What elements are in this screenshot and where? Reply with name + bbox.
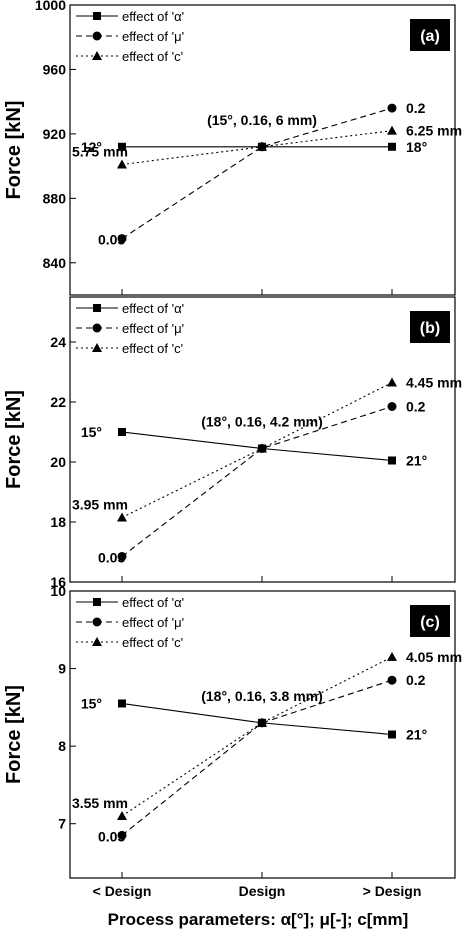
- legend-label: effect of 'α': [122, 595, 184, 610]
- data-point-square: [118, 142, 126, 151]
- legend-marker-circle: [92, 31, 102, 41]
- legend-label: effect of 'c': [122, 49, 183, 64]
- alpha-high-annotation: 21°: [406, 727, 427, 743]
- data-point-triangle: [387, 651, 397, 661]
- data-point-triangle: [257, 717, 267, 727]
- data-point-triangle: [117, 810, 127, 820]
- data-point-circle: [387, 402, 397, 411]
- legend-marker-circle: [92, 323, 102, 333]
- data-point-square: [118, 699, 126, 708]
- mu-low-annotation: 0.05: [98, 828, 125, 844]
- chart-panel-a: 840 880 920 960 1000 Force [kN] effect of 'α' e…: [3, 0, 462, 296]
- data-point-triangle: [117, 512, 127, 522]
- data-point-circle: [387, 675, 397, 685]
- legend-marker-circle: [92, 617, 102, 627]
- data-point-square: [388, 456, 396, 465]
- alpha-low-annotation: 15°: [81, 695, 102, 711]
- c-low-annotation: 3.95 mm: [72, 497, 128, 513]
- y-tick-label: 1000: [35, 0, 66, 13]
- y-tick-label: 20: [50, 454, 66, 470]
- chart-panel-b: 16 18 20 22 24 Force [kN] effect of 'α' effect …: [3, 296, 462, 590]
- y-tick-label: 16: [50, 574, 66, 590]
- legend-label: effect of 'α': [122, 301, 184, 316]
- legend-marker-triangle: [92, 343, 102, 352]
- data-point-triangle: [257, 141, 267, 151]
- legend-marker-square: [93, 12, 101, 20]
- design-point-annotation: (18°, 0.16, 3.8 mm): [201, 688, 323, 704]
- series-line-square: [121, 702, 393, 736]
- legend-label: effect of 'μ': [122, 321, 184, 336]
- panel-tag-box: [410, 311, 450, 343]
- y-axis-title: Force [kN]: [3, 685, 25, 784]
- legend-label: effect of 'c': [122, 341, 183, 356]
- series-line-circle: [121, 679, 393, 836]
- panel-tag-label: (b): [420, 320, 440, 337]
- series-line-triangle: [121, 382, 393, 518]
- mu-low-annotation: 0.05: [98, 232, 125, 248]
- x-category-label: > Design: [363, 883, 422, 899]
- data-point-triangle: [117, 159, 127, 169]
- legend-label: effect of 'μ': [122, 29, 184, 44]
- c-low-annotation: 5.75 mm: [72, 144, 128, 160]
- data-point-circle: [387, 103, 397, 113]
- legend-label: effect of 'α': [122, 9, 184, 24]
- data-point-triangle: [257, 443, 267, 453]
- series-line-square: [121, 431, 393, 462]
- panel-tag-label: (a): [420, 28, 440, 45]
- series-line-triangle: [121, 656, 393, 817]
- y-tick-label: 7: [58, 816, 66, 832]
- legend-label: effect of 'μ': [122, 615, 184, 630]
- alpha-low-annotation: 15°: [81, 424, 102, 440]
- legend-marker-square: [93, 304, 101, 312]
- data-point-circle: [117, 830, 127, 840]
- legend-marker-triangle: [92, 51, 102, 60]
- mu-high-annotation: 0.2: [406, 100, 426, 116]
- mu-low-annotation: 0.05: [98, 550, 125, 566]
- design-point-annotation: (18°, 0.16, 4.2 mm): [201, 414, 323, 430]
- y-tick-label: 8: [58, 738, 66, 754]
- x-category-label: Design: [239, 883, 286, 899]
- series-line-circle: [121, 107, 393, 240]
- data-point-triangle: [387, 377, 397, 387]
- y-axis-title: Force [kN]: [3, 101, 25, 200]
- alpha-low-annotation: 12°: [81, 139, 102, 155]
- mu-high-annotation: 0.2: [406, 399, 426, 415]
- chart-panel-c: 7 8 9 10 Force [kN] effect of 'α' effect of 'μ…: [3, 583, 462, 879]
- y-tick-label: 24: [50, 334, 66, 350]
- panel-tag-box: [410, 605, 450, 637]
- c-low-annotation: 3.55 mm: [72, 795, 128, 811]
- series-line-triangle: [121, 130, 393, 166]
- y-tick-label: 10: [50, 583, 66, 599]
- alpha-high-annotation: 21°: [406, 453, 427, 469]
- y-axis-title: Force [kN]: [3, 390, 25, 489]
- data-point-square: [118, 428, 126, 436]
- data-point-triangle: [387, 125, 397, 135]
- plot-frame: [69, 296, 456, 583]
- x-category-label: < Design: [93, 883, 152, 899]
- y-tick-label: 18: [50, 514, 66, 530]
- legend-label: effect of 'c': [122, 635, 183, 650]
- y-tick-label: 880: [43, 190, 67, 206]
- y-tick-label: 22: [50, 394, 66, 410]
- c-high-annotation: 6.25 mm: [406, 123, 462, 139]
- y-tick-label: 920: [43, 126, 67, 142]
- design-point-annotation: (15°, 0.16, 6 mm): [207, 112, 317, 128]
- y-tick-label: 840: [43, 255, 67, 271]
- c-high-annotation: 4.45 mm: [406, 375, 462, 391]
- panel-tag-box: [410, 19, 450, 51]
- y-tick-label: 9: [58, 661, 66, 677]
- legend-marker-square: [93, 598, 101, 606]
- data-point-circle: [117, 234, 127, 244]
- mu-high-annotation: 0.2: [406, 672, 426, 688]
- data-point-circle: [117, 552, 127, 561]
- y-tick-label: 960: [43, 61, 67, 77]
- data-point-square: [388, 730, 396, 739]
- x-axis-title: Process parameters: α[°]; μ[-]; c[mm]: [108, 910, 409, 929]
- legend-marker-triangle: [92, 637, 102, 646]
- alpha-high-annotation: 18°: [406, 139, 427, 155]
- c-high-annotation: 4.05 mm: [406, 649, 462, 665]
- data-point-square: [388, 142, 396, 151]
- panel-tag-label: (c): [420, 614, 440, 631]
